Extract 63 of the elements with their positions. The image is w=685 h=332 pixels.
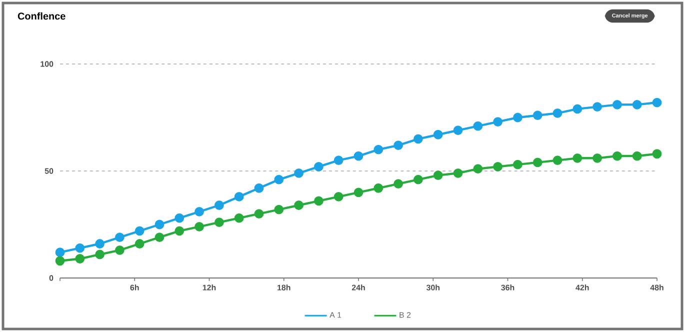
point bbox=[394, 140, 404, 150]
point bbox=[572, 104, 582, 114]
point bbox=[473, 164, 483, 174]
point bbox=[75, 254, 85, 264]
point bbox=[532, 158, 542, 168]
point bbox=[194, 222, 204, 232]
point bbox=[632, 100, 642, 110]
point bbox=[532, 110, 542, 120]
point bbox=[294, 168, 304, 178]
point bbox=[493, 117, 503, 126]
point bbox=[572, 153, 582, 163]
point bbox=[274, 174, 284, 184]
point bbox=[612, 151, 622, 161]
point bbox=[374, 183, 384, 193]
point bbox=[115, 245, 124, 255]
point bbox=[294, 200, 304, 210]
point bbox=[75, 243, 85, 253]
point bbox=[513, 112, 522, 122]
point bbox=[274, 204, 284, 214]
point bbox=[134, 226, 144, 236]
point bbox=[414, 134, 423, 144]
point bbox=[174, 213, 184, 223]
point bbox=[652, 98, 662, 108]
point bbox=[414, 174, 423, 184]
point bbox=[592, 102, 602, 112]
point bbox=[433, 170, 443, 180]
point bbox=[374, 144, 384, 154]
point bbox=[214, 200, 224, 210]
point bbox=[214, 218, 224, 228]
point bbox=[194, 206, 204, 216]
point bbox=[234, 213, 244, 223]
point bbox=[354, 188, 364, 198]
point bbox=[115, 232, 124, 242]
point bbox=[592, 153, 602, 163]
point bbox=[513, 160, 522, 170]
point bbox=[552, 108, 562, 118]
point bbox=[95, 239, 105, 248]
point bbox=[453, 168, 463, 178]
point bbox=[612, 100, 622, 110]
point bbox=[154, 220, 164, 230]
point bbox=[254, 183, 264, 193]
chart-title: Conflence bbox=[18, 12, 66, 20]
point bbox=[652, 149, 662, 159]
point bbox=[394, 179, 404, 189]
point bbox=[354, 151, 364, 161]
point bbox=[254, 209, 264, 218]
point bbox=[55, 248, 65, 258]
point bbox=[493, 162, 503, 172]
point bbox=[334, 156, 344, 165]
point bbox=[334, 192, 344, 202]
point bbox=[55, 256, 65, 266]
point bbox=[314, 162, 324, 172]
point bbox=[453, 126, 463, 136]
point bbox=[314, 196, 324, 206]
point bbox=[234, 192, 244, 202]
point bbox=[632, 151, 642, 161]
point bbox=[154, 232, 164, 242]
point bbox=[473, 121, 483, 131]
point bbox=[552, 156, 562, 165]
point bbox=[95, 250, 105, 260]
point bbox=[134, 239, 144, 248]
point bbox=[174, 226, 184, 236]
point bbox=[433, 130, 443, 140]
